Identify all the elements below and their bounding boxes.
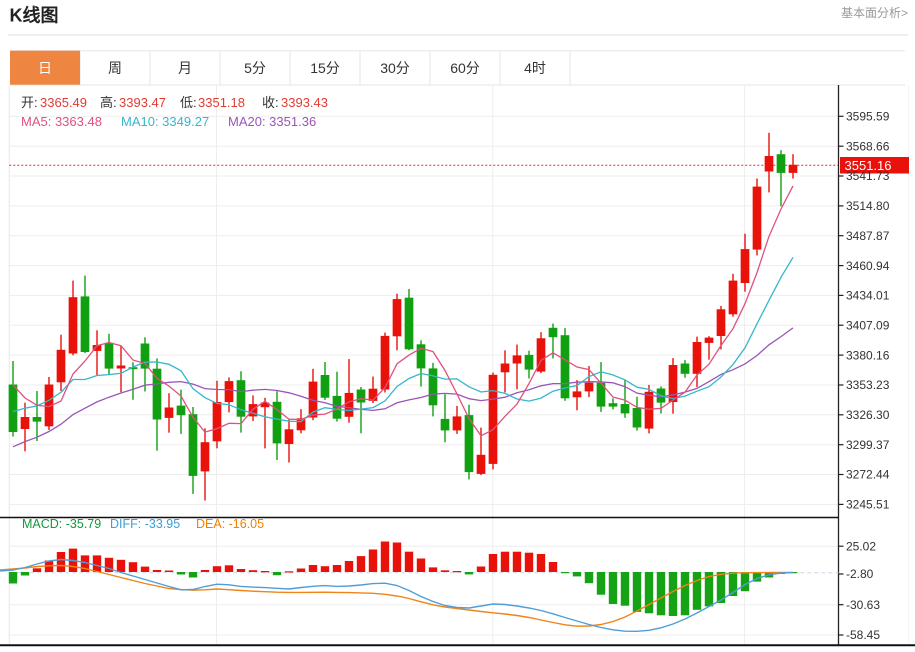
svg-text:3434.01: 3434.01 (846, 289, 890, 303)
svg-text:3514.80: 3514.80 (846, 199, 890, 213)
svg-text:3551.16: 3551.16 (845, 158, 892, 173)
svg-text:4时: 4时 (524, 60, 546, 76)
svg-text:周: 周 (108, 60, 122, 76)
svg-text:开:3365.49高:3393.47低:3351.18收:3: 开: 3365.49 高: 3393.47 低:3351.18 收: 3393.43 (21, 95, 328, 110)
svg-text:3541.73: 3541.73 (846, 169, 890, 183)
svg-text:日: 日 (38, 60, 52, 76)
svg-text:30分: 30分 (380, 60, 410, 76)
svg-text:-2.80: -2.80 (846, 567, 874, 581)
svg-text:-58.45: -58.45 (846, 628, 880, 642)
svg-text:K线图: K线图 (10, 5, 59, 26)
svg-text:3272.44: 3272.44 (846, 468, 890, 482)
svg-text:3487.87: 3487.87 (846, 229, 890, 243)
svg-text:3245.51: 3245.51 (846, 498, 890, 512)
svg-text:5分: 5分 (244, 60, 266, 76)
svg-text:60分: 60分 (450, 60, 480, 76)
svg-text:-30.63: -30.63 (846, 598, 880, 612)
svg-text:3299.37: 3299.37 (846, 438, 890, 452)
svg-text:3353.23: 3353.23 (846, 378, 890, 392)
svg-text:3326.30: 3326.30 (846, 408, 890, 422)
svg-text:3460.94: 3460.94 (846, 259, 890, 273)
svg-text:3568.66: 3568.66 (846, 139, 890, 153)
svg-text:3380.16: 3380.16 (846, 348, 890, 362)
svg-text:基本面分析>: 基本面分析> (841, 6, 908, 20)
svg-text:15分: 15分 (310, 60, 340, 76)
svg-text:月: 月 (178, 60, 192, 76)
svg-text:25.02: 25.02 (846, 539, 876, 553)
svg-text:3407.09: 3407.09 (846, 318, 890, 332)
svg-text:3595.59: 3595.59 (846, 110, 890, 124)
